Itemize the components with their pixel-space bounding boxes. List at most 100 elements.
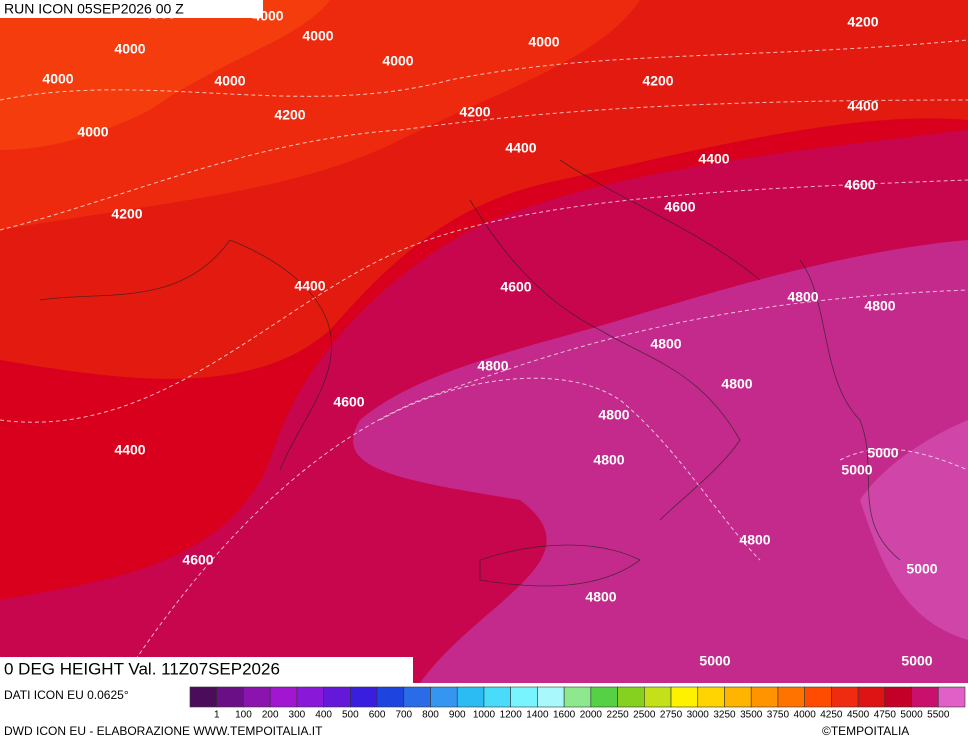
contour-label: 4600 bbox=[500, 279, 531, 295]
credit-label: DWD ICON EU - ELABORAZIONE WWW.TEMPOITAL… bbox=[4, 724, 323, 738]
contour-label: 4000 bbox=[214, 73, 245, 89]
contour-label: 5000 bbox=[906, 561, 937, 577]
contour-label: 4800 bbox=[593, 452, 624, 468]
legend-label: 4500 bbox=[847, 710, 870, 721]
legend-swatch bbox=[831, 686, 859, 708]
model-label: DATI ICON EU 0.0625° bbox=[4, 688, 129, 702]
contour-label: 4000 bbox=[528, 34, 559, 50]
contour-label: 4800 bbox=[650, 336, 681, 352]
field-label: 0 DEG HEIGHT Val. 11Z07SEP2026 bbox=[4, 659, 280, 678]
legend-swatch bbox=[750, 686, 779, 708]
legend-swatch bbox=[483, 686, 511, 708]
legend-label: 2000 bbox=[580, 710, 603, 721]
legend-label: 4250 bbox=[820, 710, 843, 721]
legend-label: 900 bbox=[449, 710, 466, 721]
legend-swatch bbox=[644, 686, 672, 708]
region-orange bbox=[0, 0, 330, 150]
contour-label: 5000 bbox=[841, 462, 872, 478]
footer-box bbox=[0, 657, 413, 683]
contour-label: 4400 bbox=[114, 442, 145, 458]
legend-swatch bbox=[617, 686, 645, 708]
legend-label: 5500 bbox=[927, 710, 950, 721]
legend-label: 4750 bbox=[874, 710, 897, 721]
legend-label: 300 bbox=[289, 710, 306, 721]
legend-label: 500 bbox=[342, 710, 359, 721]
legend-swatch bbox=[243, 686, 271, 708]
contour-label: 4800 bbox=[598, 407, 629, 423]
legend-swatch bbox=[884, 686, 912, 708]
legend-swatch bbox=[911, 686, 939, 708]
color-legend: 1 100 200 300 400 500 600 700 800 900 1000 1200 1400… bbox=[189, 686, 966, 721]
contour-label: 4800 bbox=[864, 298, 895, 314]
contour-label: 5000 bbox=[699, 653, 730, 669]
contour-label: 4400 bbox=[505, 140, 536, 156]
contour-label: 4000 bbox=[77, 124, 108, 140]
contour-label: 4200 bbox=[274, 107, 305, 123]
legend-swatch bbox=[510, 686, 538, 708]
legend-label: 2250 bbox=[606, 710, 629, 721]
run-label: RUN ICON 05SEP2026 00 Z bbox=[4, 1, 184, 17]
legend-swatch bbox=[189, 686, 218, 708]
legend-swatch bbox=[376, 686, 405, 708]
legend-label: 700 bbox=[395, 710, 412, 721]
region-magenta bbox=[353, 240, 968, 683]
contour-label: 5000 bbox=[901, 653, 932, 669]
legend-label: 3250 bbox=[713, 710, 736, 721]
region-pink bbox=[860, 420, 968, 640]
contour-label: 4600 bbox=[182, 552, 213, 568]
legend-label: 3750 bbox=[767, 710, 790, 721]
legend-swatch bbox=[777, 686, 805, 708]
legend-swatch bbox=[804, 686, 832, 708]
contour-label: 4800 bbox=[739, 532, 770, 548]
contour-label: 4800 bbox=[477, 358, 508, 374]
contour-label: 4000 bbox=[382, 53, 413, 69]
legend-label: 1600 bbox=[553, 710, 576, 721]
contour-label: 4600 bbox=[664, 199, 695, 215]
legend-swatch bbox=[697, 686, 725, 708]
legend-swatch bbox=[216, 686, 244, 708]
legend-label: 3000 bbox=[687, 710, 710, 721]
legend-swatch bbox=[323, 686, 351, 708]
legend-label: 1 bbox=[214, 710, 220, 721]
contour-label: 4000 bbox=[42, 71, 73, 87]
copyright-label: ©TEMPOITALIA bbox=[822, 724, 909, 738]
legend-label: 3500 bbox=[740, 710, 763, 721]
legend-swatch bbox=[857, 686, 886, 708]
legend-label: 800 bbox=[422, 710, 439, 721]
legend-swatch bbox=[456, 686, 485, 708]
legend-label: 100 bbox=[235, 710, 252, 721]
legend-label: 1200 bbox=[500, 710, 523, 721]
legend-swatch bbox=[430, 686, 458, 708]
contour-label: 4200 bbox=[847, 14, 878, 30]
legend-label: 5000 bbox=[900, 710, 923, 721]
legend-swatch bbox=[403, 686, 431, 708]
contour-label: 4800 bbox=[585, 589, 616, 605]
legend-swatch bbox=[269, 686, 298, 708]
legend-label: 200 bbox=[262, 710, 279, 721]
legend-swatch bbox=[296, 686, 324, 708]
legend-label: 1000 bbox=[473, 710, 496, 721]
contour-lines bbox=[0, 39, 968, 684]
contour-label: 4000 bbox=[114, 41, 145, 57]
contour-label: 4400 bbox=[294, 278, 325, 294]
contour-label-group: 4000400040004000400042004000400040004200… bbox=[42, 6, 937, 669]
legend-swatch bbox=[590, 686, 618, 708]
contour-label: 4400 bbox=[847, 98, 878, 114]
legend-label: 2750 bbox=[660, 710, 683, 721]
legend-label: 400 bbox=[315, 710, 332, 721]
legend-label: 1400 bbox=[526, 710, 549, 721]
contour-label: 4600 bbox=[333, 394, 364, 410]
contour-label: 4600 bbox=[844, 177, 875, 193]
header-box bbox=[0, 0, 263, 18]
legend-swatch bbox=[937, 686, 966, 708]
contour-label: 4200 bbox=[642, 73, 673, 89]
contour-label: 4800 bbox=[721, 376, 752, 392]
legend-swatch bbox=[670, 686, 699, 708]
contour-label: 4200 bbox=[459, 104, 490, 120]
legend-swatch bbox=[563, 686, 592, 708]
legend-swatch bbox=[724, 686, 752, 708]
contour-label: 4800 bbox=[787, 289, 818, 305]
coastlines bbox=[39, 159, 901, 587]
